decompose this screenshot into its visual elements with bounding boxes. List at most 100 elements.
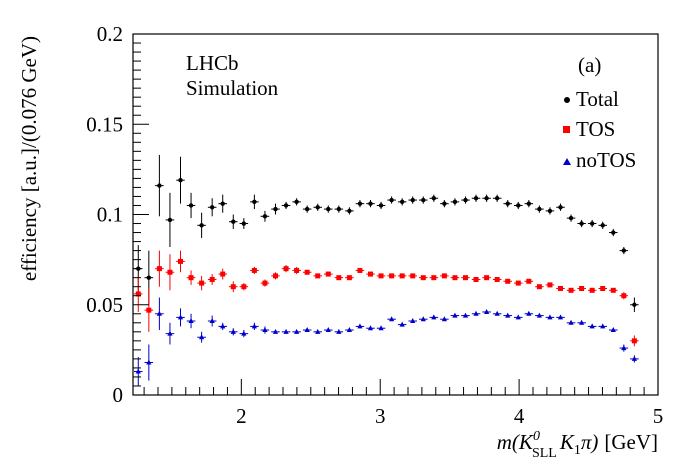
data-point-tos: [376, 273, 386, 279]
data-point-tos: [408, 273, 417, 279]
data-point-tos: [619, 292, 629, 300]
data-point-notos: [292, 328, 301, 334]
data-point-notos: [408, 317, 417, 323]
data-point-total: [587, 219, 597, 228]
data-point-notos: [566, 319, 576, 325]
data-point-notos: [366, 325, 375, 331]
data-point-tos: [503, 278, 512, 284]
data-point-notos: [376, 325, 386, 331]
data-point-total: [566, 214, 576, 222]
series-total: [134, 154, 639, 312]
y-tick-label: 0.1: [97, 203, 123, 227]
data-point-tos: [355, 267, 365, 273]
data-point-tos: [165, 254, 175, 291]
data-point-total: [545, 207, 555, 215]
data-point-total: [355, 200, 365, 208]
data-point-total: [376, 201, 386, 210]
data-point-total: [471, 194, 481, 202]
y-tick-label: 0.05: [86, 293, 123, 317]
simulation-label: Simulation: [186, 76, 279, 100]
data-point-total: [218, 194, 227, 213]
data-point-notos: [545, 314, 555, 320]
data-point-total: [408, 196, 417, 204]
data-point-total: [197, 212, 206, 238]
data-point-tos: [144, 288, 154, 332]
data-point-notos: [281, 328, 291, 334]
data-point-total: [345, 207, 354, 215]
data-point-notos: [503, 312, 512, 318]
data-point-tos: [461, 275, 470, 281]
data-point-notos: [535, 312, 544, 318]
data-point-notos: [587, 323, 597, 329]
legend-marker-tos: [563, 126, 570, 133]
data-point-tos: [450, 275, 460, 281]
x-label-sub: SLL: [532, 446, 557, 461]
data-point-notos: [461, 312, 470, 318]
data-point-total: [492, 194, 502, 202]
data-point-total: [535, 205, 544, 213]
data-point-tos: [492, 276, 502, 282]
data-point-tos: [429, 275, 439, 281]
data-point-tos: [387, 273, 396, 279]
data-point-total: [450, 198, 460, 206]
data-point-notos: [302, 327, 312, 333]
data-point-notos: [144, 344, 154, 381]
data-point-total: [366, 200, 375, 208]
x-tick-label: 5: [653, 404, 664, 428]
data-point-notos: [197, 331, 206, 343]
data-point-tos: [292, 266, 301, 275]
data-point-total: [260, 210, 270, 222]
data-point-tos: [271, 272, 280, 280]
data-point-tos: [197, 275, 206, 291]
data-point-tos: [207, 274, 217, 285]
y-tick-label: 0.15: [86, 112, 123, 136]
x-label-k1sub: 1: [574, 443, 581, 458]
data-point-notos: [229, 328, 238, 336]
data-point-total: [397, 198, 407, 206]
x-tick-label: 4: [514, 404, 525, 428]
x-tick-label: 2: [236, 404, 247, 428]
data-point-notos: [619, 344, 629, 352]
data-point-notos: [239, 330, 249, 338]
data-point-tos: [440, 273, 449, 279]
y-tick-label: 0.2: [97, 22, 123, 46]
data-point-notos: [186, 313, 196, 329]
data-point-tos: [250, 266, 259, 275]
data-point-notos: [218, 322, 227, 331]
legend-label-total: Total: [576, 87, 619, 111]
data-point-tos: [587, 287, 597, 293]
data-point-notos: [397, 321, 407, 327]
data-point-tos: [229, 281, 238, 293]
data-point-total: [313, 203, 322, 211]
data-point-notos: [482, 308, 491, 314]
data-point-total: [324, 205, 333, 213]
data-point-notos: [598, 323, 607, 329]
data-point-tos: [419, 275, 428, 281]
legend-marker-total: [564, 97, 570, 103]
data-point-total: [250, 194, 259, 210]
data-point-tos: [598, 286, 607, 292]
data-point-tos: [556, 286, 565, 292]
data-point-total: [155, 154, 164, 217]
legend-label-tos: TOS: [576, 117, 615, 141]
data-point-total: [207, 198, 217, 217]
data-point-notos: [440, 316, 449, 322]
data-point-notos: [630, 355, 639, 363]
data-point-tos: [134, 275, 143, 312]
data-point-total: [503, 200, 512, 208]
data-point-notos: [334, 328, 344, 334]
data-point-tos: [260, 279, 270, 287]
legend: Total TOS noTOS: [563, 87, 636, 172]
data-point-notos: [429, 314, 439, 320]
axis-tick-labels: 2 3 4 5 0 0.05 0.1 0.15 0.2: [86, 22, 663, 428]
data-point-tos: [482, 275, 491, 281]
data-point-notos: [556, 314, 565, 320]
data-point-total: [387, 196, 396, 204]
x-tick-label: 3: [375, 404, 386, 428]
data-point-notos: [419, 316, 428, 322]
data-point-tos: [471, 276, 481, 282]
data-point-total: [609, 228, 618, 237]
data-point-tos: [566, 287, 576, 293]
data-point-notos: [155, 297, 164, 331]
